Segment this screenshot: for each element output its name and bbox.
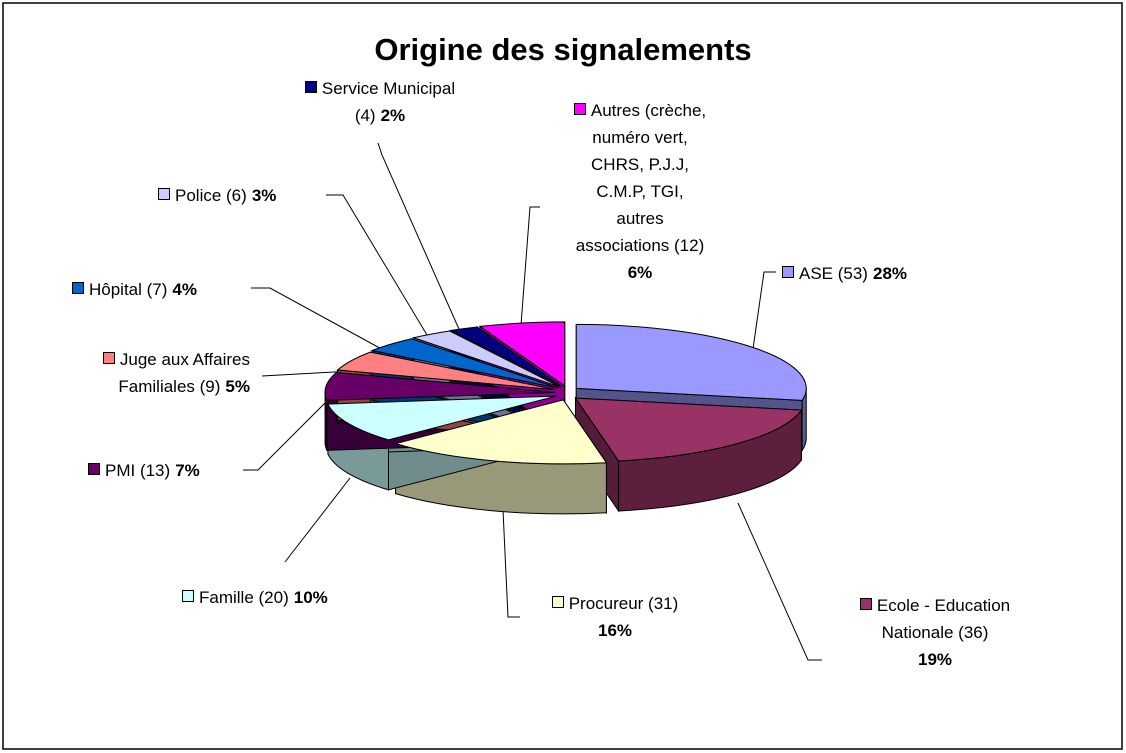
data-label: ASE (53) 28% [782,260,1002,287]
leader-line [284,477,351,563]
slice [574,397,803,462]
slice [393,399,608,465]
legend-swatch [102,352,115,364]
label-percent: 28% [872,264,908,283]
slice [324,372,556,401]
slice [336,351,557,391]
label-percent: 3% [251,186,277,205]
slice-side [324,392,328,451]
slice [327,395,557,441]
slice-tops [324,321,807,465]
data-label: Famille (20) 10% [182,584,412,611]
label-percent: 2% [380,106,406,125]
data-label: Service Municipal (4) 2% [270,75,490,129]
label-name: Police (6) [175,186,247,205]
leader-line [737,502,822,661]
legend-swatch [573,103,586,115]
label-percent: 10% [293,588,328,607]
label-name: Famille (20) [199,588,289,607]
legend-swatch [158,188,170,200]
leader-line [377,142,467,346]
label-percent: 16% [597,621,633,640]
data-label: Procureur (31) 16% [505,590,725,644]
slice [575,323,807,401]
slice [411,330,561,388]
legend-swatch [88,463,100,475]
data-label: Autres (crèche, numéro vert, CHRS, P.J.J… [520,97,760,286]
data-label: Hôpital (7) 4% [72,276,272,303]
label-name: Procureur (31) [568,594,679,613]
legend-swatch [782,266,794,278]
leader-line [519,206,540,339]
label-name: Juge aux Affaires Familiales (9) [118,350,250,396]
label-name: Autres (crèche, numéro vert, CHRS, P.J.J… [575,101,707,255]
label-name: PMI (13) [105,461,171,480]
leader-line [502,509,520,618]
leader-line [243,387,341,471]
label-name: Service Municipal (4) [321,79,456,125]
legend-swatch [72,282,84,294]
slice [370,338,559,389]
slice [449,326,563,387]
label-percent: 7% [175,461,200,480]
label-percent: 4% [172,280,197,299]
leader-line [751,271,776,357]
data-label: Juge aux Affaires Familiales (9) 5% [20,346,250,400]
legend-swatch [859,598,872,610]
legend-swatch [304,81,317,93]
data-label: PMI (13) 7% [88,457,268,484]
data-label: Police (6) 3% [158,182,358,209]
leader-line [326,194,437,351]
label-name: ASE (53) [799,264,868,283]
legend-swatch [182,590,194,602]
label-percent: 5% [225,377,250,396]
label-percent: 19% [917,650,953,669]
slice [478,321,566,387]
leader-line [251,287,399,359]
chart-title: Origine des signalements [374,32,752,67]
legend-swatch [551,596,564,608]
data-label: Ecole - Education Nationale (36) 19% [810,592,1060,673]
label-percent: 6% [627,263,653,282]
leader-lines [243,142,822,661]
label-name: Ecole - Education Nationale (36) [876,596,1011,642]
label-name: Hôpital (7) [89,280,168,299]
